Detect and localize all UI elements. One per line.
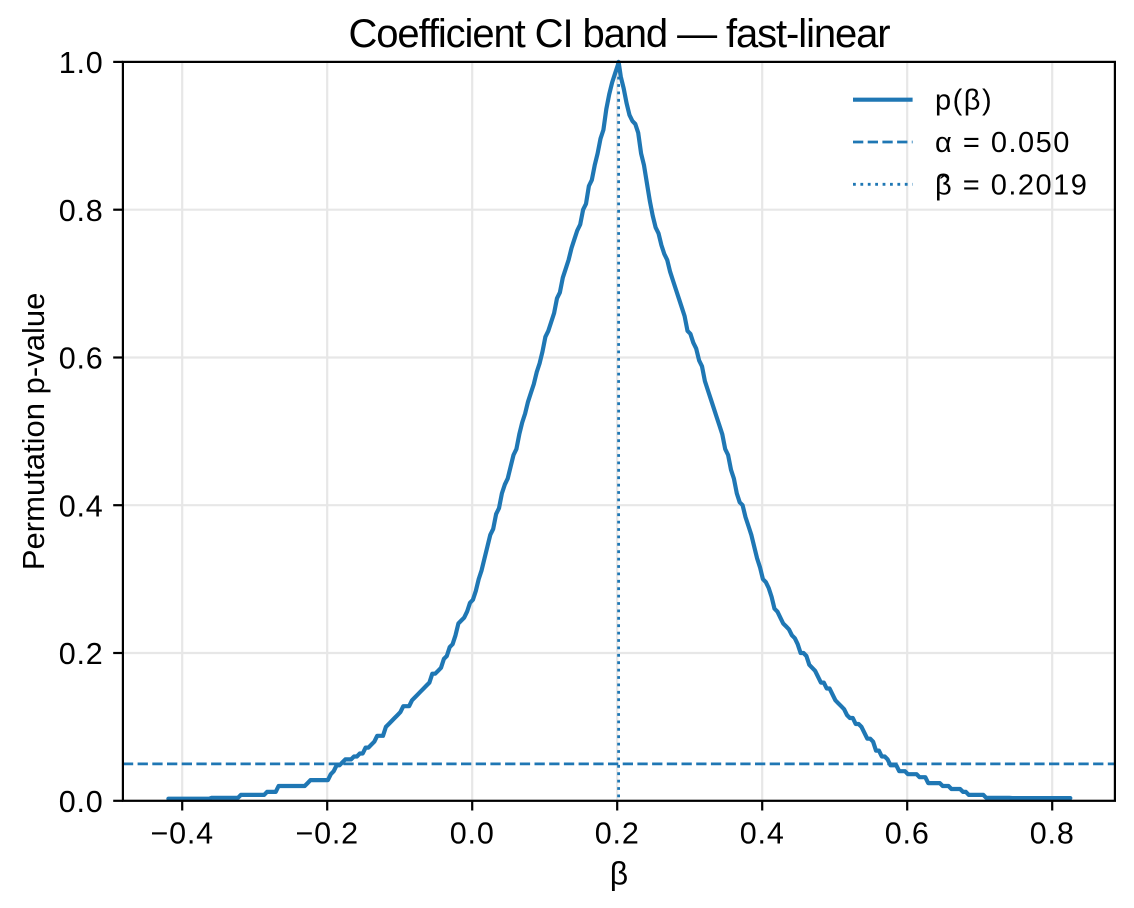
svg-text:0.4: 0.4: [740, 817, 785, 851]
svg-text:−0.4: −0.4: [150, 817, 213, 851]
svg-text:0.0: 0.0: [59, 785, 104, 819]
svg-text:0.8: 0.8: [1030, 817, 1075, 851]
svg-text:ˆ: ˆ: [940, 170, 949, 200]
svg-text:0.0: 0.0: [450, 817, 495, 851]
svg-text:Permutation p-value: Permutation p-value: [16, 293, 51, 570]
svg-text:0.2: 0.2: [59, 637, 104, 671]
svg-text:β = 0.2019: β = 0.2019: [935, 169, 1088, 201]
svg-text:0.6: 0.6: [885, 817, 930, 851]
svg-text:α = 0.050: α = 0.050: [935, 127, 1071, 159]
svg-text:β: β: [610, 856, 628, 892]
svg-text:0.6: 0.6: [59, 342, 104, 376]
svg-text:Coefficient CI band — fast-lin: Coefficient CI band — fast-linear: [348, 12, 890, 56]
svg-text:0.8: 0.8: [59, 194, 104, 228]
svg-text:1.0: 1.0: [59, 46, 104, 80]
svg-text:−0.2: −0.2: [295, 817, 358, 851]
svg-text:0.2: 0.2: [595, 817, 640, 851]
svg-text:0.4: 0.4: [59, 489, 104, 523]
svg-text:p(β): p(β): [935, 85, 993, 117]
